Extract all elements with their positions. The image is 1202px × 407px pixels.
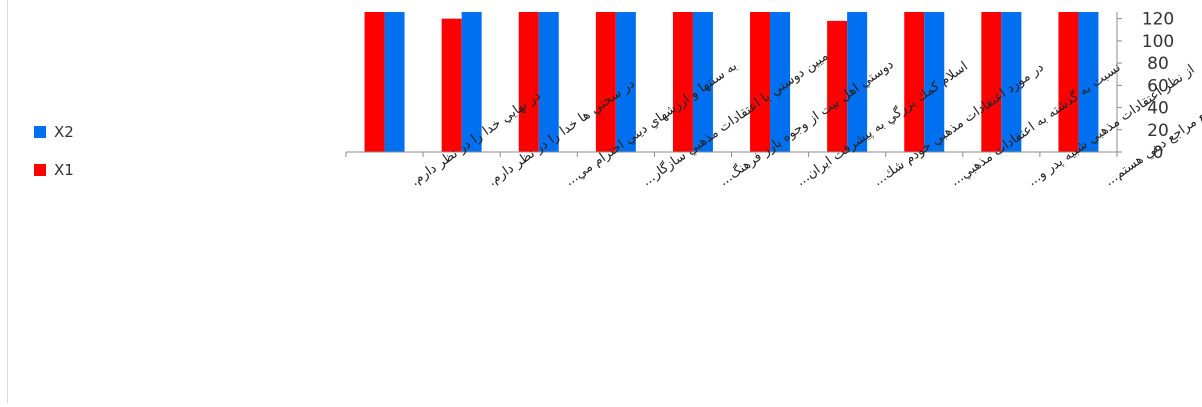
frame-border xyxy=(7,0,8,403)
bar-x2-6 xyxy=(770,12,791,152)
bar-x1-8 xyxy=(904,12,925,152)
legend-item-x1: X1 xyxy=(34,160,74,180)
bar-x2-7 xyxy=(847,12,868,152)
y-tick-label-0: 0 xyxy=(1153,143,1164,163)
y-tick-label-100: 100 xyxy=(1142,32,1174,52)
y-tick-label-20: 20 xyxy=(1147,121,1169,141)
y-tick-label-40: 40 xyxy=(1147,99,1169,119)
bar-x2-2 xyxy=(461,12,482,152)
bar-x1-10 xyxy=(1058,12,1079,152)
bar-x2-1 xyxy=(384,12,405,152)
bar-x1-2 xyxy=(441,18,462,152)
bar-x2-4 xyxy=(615,12,636,152)
bar-x2-8 xyxy=(924,12,945,152)
bar-x1-4 xyxy=(595,12,616,152)
y-tick-label-60: 60 xyxy=(1147,76,1169,96)
legend: X2 X1 xyxy=(34,122,74,198)
legend-item-x2: X2 xyxy=(34,122,74,142)
y-tick-label-80: 80 xyxy=(1147,54,1169,74)
bar-x1-5 xyxy=(672,12,693,152)
bar-x2-3 xyxy=(538,12,559,152)
bar-x2-9 xyxy=(1001,12,1022,152)
bar-x1-1 xyxy=(364,12,385,152)
bar-x2-10 xyxy=(1078,12,1099,152)
bar-x2-5 xyxy=(692,12,713,152)
y-tick-label-120: 120 xyxy=(1142,10,1174,30)
legend-label-x2: X2 xyxy=(54,123,74,141)
legend-swatch-x2 xyxy=(34,126,46,138)
bar-x1-9 xyxy=(981,12,1002,152)
legend-label-x1: X1 xyxy=(54,161,74,179)
bar-x1-6 xyxy=(750,12,771,152)
legend-swatch-x1 xyxy=(34,164,46,176)
bar-x1-3 xyxy=(518,12,539,152)
bar-x1-7 xyxy=(827,20,848,153)
